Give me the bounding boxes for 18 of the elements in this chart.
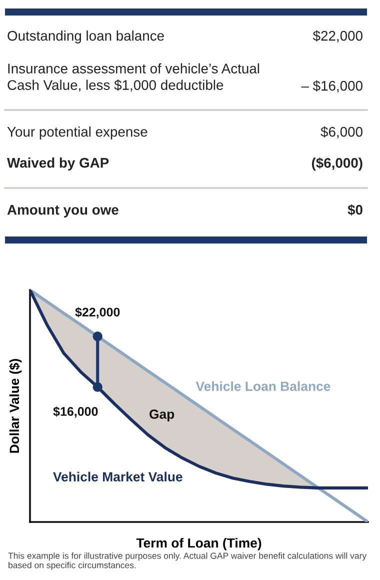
series-label: Vehicle Loan Balance [196,381,330,391]
text: Insurance assessment of vehicle’s Actual Cash Value, less $1,000 deductible [8,63,260,92]
text: $22,000 [312,30,362,42]
text: ($6,000) [312,157,362,171]
text: – $16,000 [301,80,362,92]
text: $6,000 [320,126,362,138]
text: Waived by GAP [7,158,109,170]
text: This example is for illustrative purposes only. Actual GAP waiver benefit calculations will vary based on specific circumstances. [8,552,367,570]
data-label: $16,000 [53,406,98,418]
text: Amount you owe [7,205,118,218]
text: Your potential expense [7,126,148,140]
series-label: Vehicle Market Value [53,472,182,482]
text: $0 [348,204,362,216]
annotation: Gap [150,409,174,422]
text: Outstanding loan balance [8,30,164,44]
x-axis-title: Term of Loan (Time) [136,538,262,550]
data-label: $22,000 [75,307,120,318]
y-axis-title: Dollar Value ($) [9,358,22,453]
